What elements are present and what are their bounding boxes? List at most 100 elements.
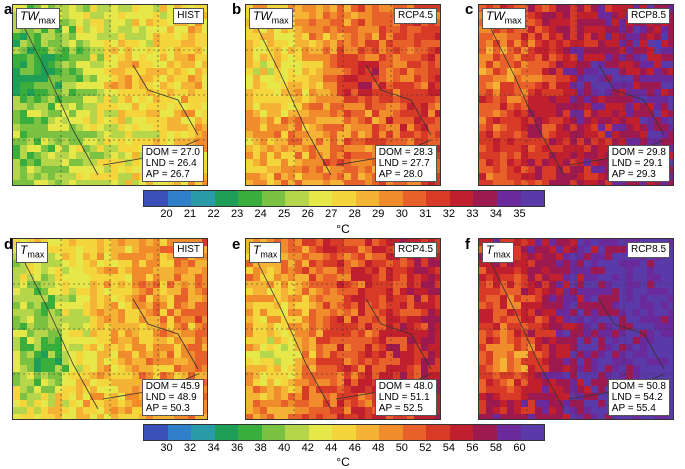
variable-label: Tmax (16, 242, 49, 264)
colorbar-segment (426, 425, 450, 440)
panel-letter: a (4, 1, 13, 18)
colorbar-tick-label: 20 (160, 208, 173, 220)
colorbar-segment (261, 425, 286, 440)
stat-lnd: LND = 26.4 (145, 158, 197, 169)
stats-box: DOM = 48.0 LND = 51.1 AP = 52.5 (374, 379, 437, 416)
variable-main: TW (20, 9, 39, 23)
colorbar-tick-label: 44 (325, 442, 338, 454)
stat-lnd: LND = 29.1 (611, 158, 663, 169)
colorbar-bottom-ticks: 30 32 34 36 38 40 42 44 46 48 50 52 54 56 58 60 (143, 442, 543, 456)
scenario-label: HIST (173, 8, 204, 24)
colorbar-segment (308, 191, 333, 206)
stat-ap: AP = 52.5 (378, 403, 423, 414)
colorbar-tick-label: 40 (278, 442, 291, 454)
colorbar-tick-label: 21 (183, 208, 197, 220)
colorbar-segment (520, 191, 545, 206)
colorbar-bottom-unit: °C (336, 455, 350, 469)
variable-sub: max (493, 249, 511, 260)
variable-main: TW (253, 9, 272, 23)
colorbar-segment (191, 425, 215, 440)
stat-dom: DOM = 50.8 (611, 381, 666, 392)
colorbar-tick-label: 46 (348, 442, 361, 454)
colorbar-tick-label: 25 (278, 208, 291, 220)
variable-sub: max (27, 249, 45, 260)
colorbar-segment (214, 425, 239, 440)
colorbar-top-unit: °C (336, 222, 350, 236)
colorbar-segment (426, 191, 450, 206)
colorbar-segment (379, 191, 403, 206)
colorbar-segment (332, 191, 356, 206)
panel-letter: c (465, 1, 474, 18)
colorbar-tick-label: 42 (301, 442, 314, 454)
stat-ap: AP = 55.4 (611, 403, 656, 414)
variable-sub: max (504, 15, 522, 26)
colorbar-tick-label: 33 (466, 208, 479, 220)
colorbar-tick-label: 32 (442, 208, 455, 220)
colorbar-segment (402, 191, 427, 206)
colorbar-segment (379, 425, 403, 440)
stat-dom: DOM = 45.9 (145, 381, 200, 392)
stats-box: DOM = 45.9 LND = 48.9 AP = 50.3 (141, 379, 204, 416)
colorbar-tick-label: 22 (207, 208, 220, 220)
variable-label: TWmax (16, 8, 60, 30)
stats-box: DOM = 28.3 LND = 27.7 AP = 28.0 (374, 145, 437, 182)
scenario-label: RCP4.5 (393, 8, 437, 24)
colorbar-segment (355, 191, 380, 206)
colorbar-bottom (143, 424, 545, 441)
map-b: TWmax RCP4.5 DOM = 28.3 LND = 27.7 AP = … (245, 4, 441, 186)
variable-label: Tmax (482, 242, 515, 264)
stat-lnd: LND = 51.1 (378, 392, 430, 403)
colorbar-segment (449, 425, 474, 440)
variable-sub: max (271, 15, 289, 26)
colorbar-tick-label: 31 (419, 208, 432, 220)
colorbar-tick-label: 28 (348, 208, 361, 220)
variable-main: TW (486, 9, 505, 23)
map-d: Tmax HIST DOM = 45.9 LND = 48.9 AP = 50.… (12, 238, 208, 420)
colorbar-segment (285, 425, 309, 440)
colorbar-tick-label: 24 (254, 208, 267, 220)
colorbar-segment (402, 425, 427, 440)
colorbar-segment (238, 191, 262, 206)
colorbar-segment (191, 191, 215, 206)
variable-main: T (253, 243, 261, 257)
colorbar-tick-label: 30 (160, 442, 173, 454)
colorbar-segment (332, 425, 356, 440)
colorbar-tick-label: 38 (254, 442, 267, 454)
variable-main: T (20, 243, 28, 257)
stat-dom: DOM = 48.0 (378, 381, 433, 392)
colorbar-tick-label: 52 (419, 442, 432, 454)
scenario-label: RCP8.5 (626, 242, 670, 258)
map-a: TWmax HIST DOM = 27.0 LND = 26.4 AP = 26… (12, 4, 208, 186)
map-e: Tmax RCP4.5 DOM = 48.0 LND = 51.1 AP = 5… (245, 238, 441, 420)
variable-label: TWmax (249, 8, 293, 30)
colorbar-tick-label: 50 (395, 442, 408, 454)
stat-lnd: LND = 27.7 (378, 158, 430, 169)
colorbar-segment (473, 191, 497, 206)
colorbar-tick-label: 30 (395, 208, 408, 220)
colorbar-tick-label: 26 (301, 208, 314, 220)
stat-ap: AP = 26.7 (145, 169, 190, 180)
stat-lnd: LND = 54.2 (611, 392, 663, 403)
colorbar-segment (496, 425, 521, 440)
colorbar-tick-label: 34 (489, 208, 503, 220)
panel-letter: e (232, 236, 241, 253)
map-terrain (479, 239, 673, 419)
colorbar-segment (308, 425, 333, 440)
map-f: Tmax RCP8.5 DOM = 50.8 LND = 54.2 AP = 5… (478, 238, 674, 420)
stat-ap: AP = 28.0 (378, 169, 423, 180)
colorbar-tick-label: 32 (183, 442, 197, 454)
colorbar-segment (355, 425, 380, 440)
variable-label: Tmax (249, 242, 282, 264)
map-terrain (479, 5, 673, 185)
map-terrain (246, 5, 440, 185)
colorbar-tick-label: 60 (513, 442, 526, 454)
colorbar-tick-label: 56 (466, 442, 479, 454)
stats-box: DOM = 27.0 LND = 26.4 AP = 26.7 (141, 145, 204, 182)
panel-letter: f (465, 236, 470, 253)
colorbar-segment (144, 425, 168, 440)
colorbar-segment (238, 425, 262, 440)
panel-letter: d (4, 236, 14, 253)
stat-ap: AP = 29.3 (611, 169, 656, 180)
colorbar-segment (167, 191, 192, 206)
panel-letter: b (232, 1, 242, 18)
